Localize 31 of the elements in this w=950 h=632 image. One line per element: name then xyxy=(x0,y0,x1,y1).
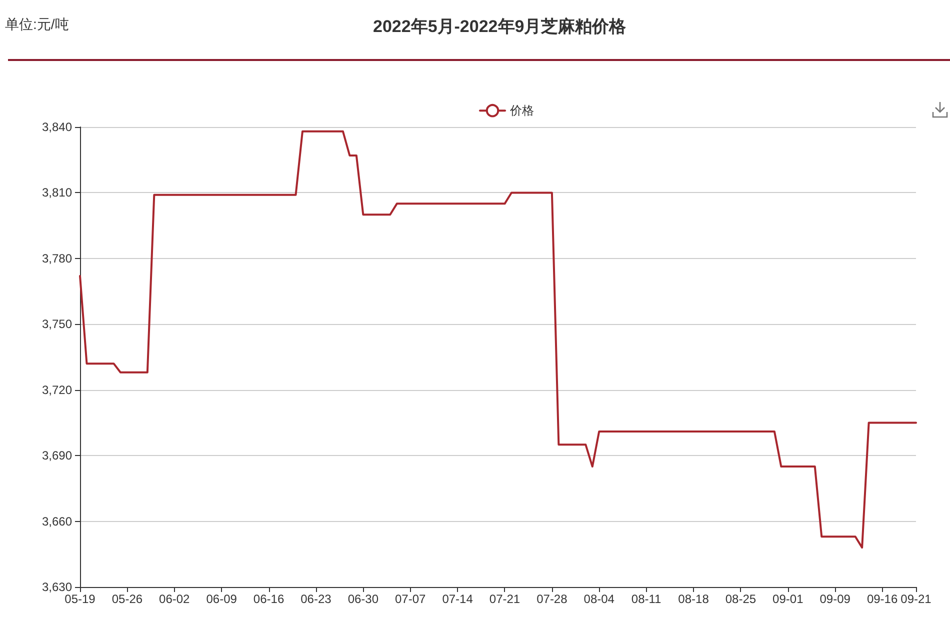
x-tick-label: 08-04 xyxy=(584,592,615,606)
x-tick-label: 07-14 xyxy=(442,592,474,606)
x-tick-label: 09-16 xyxy=(866,592,898,606)
x-tick-label: 05-26 xyxy=(112,592,143,606)
x-tick-label: 08-18 xyxy=(678,592,710,606)
y-tick-label: 3,720 xyxy=(42,382,72,397)
y-tick-label: 3,810 xyxy=(42,186,72,200)
y-tick-label: 3,630 xyxy=(42,580,72,594)
x-tick-label: 07-28 xyxy=(536,592,568,606)
x-tick-label: 07-07 xyxy=(395,592,426,606)
y-tick-label: 3,750 xyxy=(42,317,72,332)
y-tick-label: 3,780 xyxy=(42,251,72,266)
x-tick-label: 05-19 xyxy=(64,592,96,606)
y-tick-label: 3,660 xyxy=(42,514,72,528)
x-tick-label: 06-09 xyxy=(206,592,238,606)
x-tick-label: 06-30 xyxy=(348,592,379,606)
legend-label: 价格 xyxy=(509,104,534,118)
x-tick-label: 08-25 xyxy=(725,592,756,606)
line-series xyxy=(79,130,917,549)
x-tick-label: 06-02 xyxy=(159,592,190,606)
x-tick-label: 07-21 xyxy=(489,592,520,606)
y-tick-label: 3,840 xyxy=(42,120,72,134)
x-tick-label: 06-23 xyxy=(300,592,332,606)
x-tick-label: 09-21 xyxy=(900,592,932,606)
x-tick-label: 06-16 xyxy=(253,592,284,606)
x-tick-label: 08-11 xyxy=(631,592,662,606)
y-tick-label: 3,690 xyxy=(42,448,72,463)
x-tick-label: 09-01 xyxy=(772,592,804,606)
chart-title: 2022年5月-2022年9月芝麻粕价格 xyxy=(373,17,628,36)
x-tick-label: 09-09 xyxy=(820,592,851,606)
text: 单位:元/吨 xyxy=(5,16,69,32)
